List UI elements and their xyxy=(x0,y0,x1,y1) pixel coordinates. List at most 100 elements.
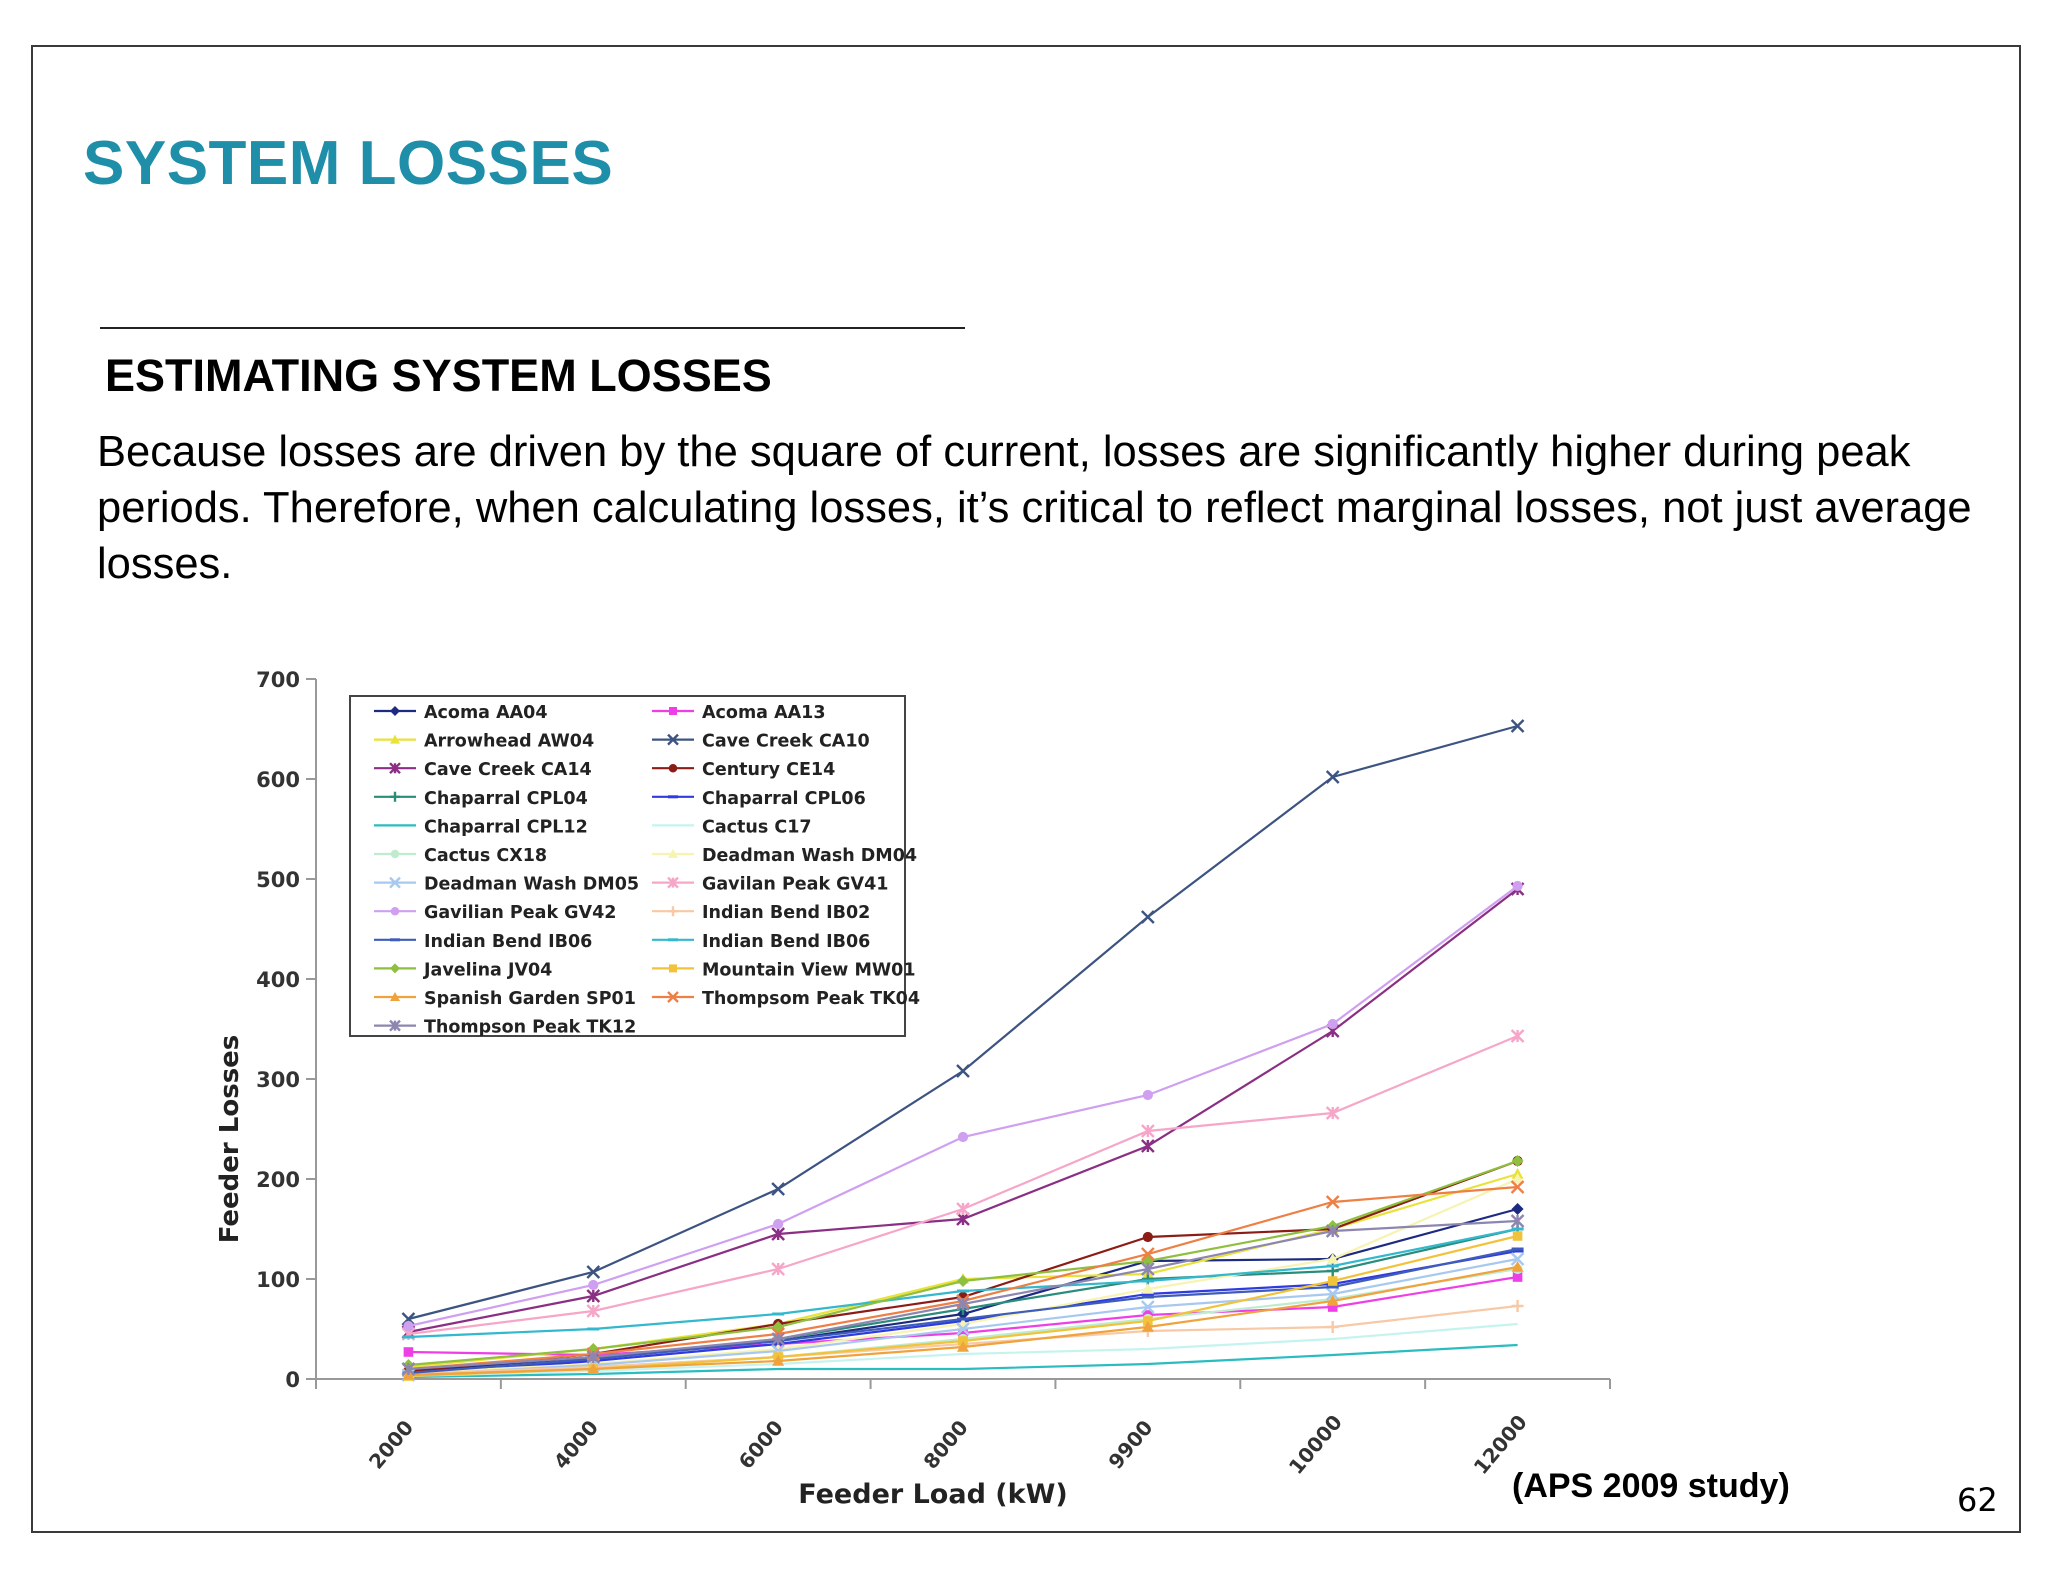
y-tick-label: 600 xyxy=(256,768,300,792)
data-point xyxy=(1141,1321,1154,1332)
legend-entry: Deadman Wash DM05 xyxy=(424,875,639,895)
slide-title: SYSTEM LOSSES xyxy=(83,129,614,198)
data-point xyxy=(1327,1276,1338,1286)
legend-box xyxy=(349,695,906,1037)
legend-entry: Cave Creek CA14 xyxy=(424,760,592,780)
data-point xyxy=(1512,880,1523,892)
data-point xyxy=(587,1363,600,1374)
data-point xyxy=(586,1289,601,1303)
series-line-8 xyxy=(408,1343,1518,1379)
legend-marker xyxy=(390,706,400,716)
legend-marker xyxy=(667,876,679,889)
legend-entry: Spanish Garden SP01 xyxy=(424,989,636,1009)
data-point xyxy=(1141,1124,1155,1138)
legend-entry: Chaparral CPL06 xyxy=(702,789,866,809)
data-point xyxy=(1511,1203,1524,1215)
data-point xyxy=(772,1355,785,1366)
legend-marker xyxy=(390,906,400,916)
data-point xyxy=(1142,1231,1153,1243)
data-point xyxy=(588,1279,599,1291)
data-point xyxy=(956,1202,970,1216)
legend-marker xyxy=(390,791,400,802)
data-point xyxy=(1511,1300,1524,1312)
chart-legend: Acoma AA04 Acoma AA13 Arrowhead AW04 Cave C… xyxy=(349,695,920,1038)
y-tick-label: 700 xyxy=(256,668,300,692)
data-point xyxy=(771,1227,785,1241)
plot-area xyxy=(401,719,1525,1382)
data-point xyxy=(956,1322,970,1336)
x-axis-label: Feeder Load (kW) xyxy=(798,1479,1067,1510)
page-number: 62 xyxy=(1957,1481,1998,1519)
data-point xyxy=(1511,1155,1524,1167)
legend-marker xyxy=(669,964,677,973)
legend-marker xyxy=(668,763,678,773)
series-line-22 xyxy=(401,1214,1525,1376)
x-tick-label: 6000 xyxy=(734,1415,788,1473)
series-line-17 xyxy=(402,1227,1524,1339)
chart-axes: 0 100 200 300 400 500 600 700 2000 4000 6000 8000 99… xyxy=(215,668,1611,1510)
data-point xyxy=(1512,1231,1523,1241)
data-point xyxy=(1141,1247,1155,1261)
legend-marker xyxy=(390,992,400,1001)
legend-marker xyxy=(390,734,400,744)
data-point xyxy=(1142,1089,1153,1101)
legend-entry: Acoma AA04 xyxy=(424,703,548,723)
x-tick-label: 10000 xyxy=(1284,1410,1347,1479)
section-heading: ESTIMATING SYSTEM LOSSES xyxy=(105,350,772,401)
x-tick-label: 9900 xyxy=(1103,1415,1157,1473)
data-point xyxy=(586,1265,601,1279)
data-point xyxy=(403,1320,414,1332)
legend-entry: Gavilian Peak GV42 xyxy=(424,903,616,923)
legend-entry: Mountain View MW01 xyxy=(702,960,916,980)
data-point xyxy=(401,1362,416,1376)
data-point xyxy=(1510,1180,1525,1194)
data-point xyxy=(586,1350,601,1364)
legend-entry: Cave Creek CA10 xyxy=(702,732,870,752)
legend-entry: Thompson Peak TK12 xyxy=(424,1018,636,1038)
x-tick-label: 2000 xyxy=(364,1415,418,1473)
data-point xyxy=(1510,1252,1525,1266)
y-tick-label: 100 xyxy=(256,1268,300,1292)
data-point xyxy=(956,1297,970,1311)
data-point xyxy=(1141,1300,1155,1314)
source-caption: (APS 2009 study) xyxy=(1512,1467,1790,1505)
data-point xyxy=(771,1262,785,1276)
legend-marker xyxy=(667,991,679,1003)
legend-marker xyxy=(389,1019,401,1032)
data-point xyxy=(1510,1214,1525,1228)
data-point xyxy=(1512,1272,1523,1282)
data-point xyxy=(1141,1262,1155,1276)
legend-marker xyxy=(389,762,401,775)
legend-entry: Cactus C17 xyxy=(702,817,812,837)
data-point xyxy=(771,1332,785,1346)
x-tick-label: 4000 xyxy=(549,1415,603,1473)
data-point xyxy=(1326,1253,1339,1264)
legend-entry: Indian Bend IB06 xyxy=(424,932,592,952)
data-point xyxy=(403,1347,414,1357)
data-point xyxy=(771,1182,785,1196)
data-point xyxy=(1141,1283,1154,1294)
data-point xyxy=(1326,1321,1339,1333)
data-point xyxy=(773,1218,784,1230)
legend-entry: Deadman Wash DM04 xyxy=(702,846,917,866)
legend-entry: Century CE14 xyxy=(702,760,835,780)
data-point xyxy=(1141,910,1155,924)
legend-entry: Indian Bend IB02 xyxy=(702,903,870,923)
legend-marker xyxy=(669,707,677,715)
data-point xyxy=(1325,770,1340,784)
legend-entry: Indian Bend IB06 xyxy=(702,932,870,952)
series-line-14 xyxy=(403,880,1523,1332)
data-point xyxy=(1325,1195,1340,1209)
data-point xyxy=(1511,1173,1524,1184)
data-point xyxy=(1325,1287,1340,1301)
legend-entry: Cactus CX18 xyxy=(424,846,547,866)
series-line-3 xyxy=(401,719,1525,1326)
x-tick-label: 8000 xyxy=(919,1415,973,1473)
legend-entry: Chaparral CPL12 xyxy=(424,817,588,837)
data-point xyxy=(1325,1106,1340,1120)
data-point xyxy=(1510,719,1525,733)
legend-marker xyxy=(390,963,400,974)
body-paragraph: Because losses are driven by the square … xyxy=(97,428,1972,588)
data-point xyxy=(1325,1224,1340,1238)
